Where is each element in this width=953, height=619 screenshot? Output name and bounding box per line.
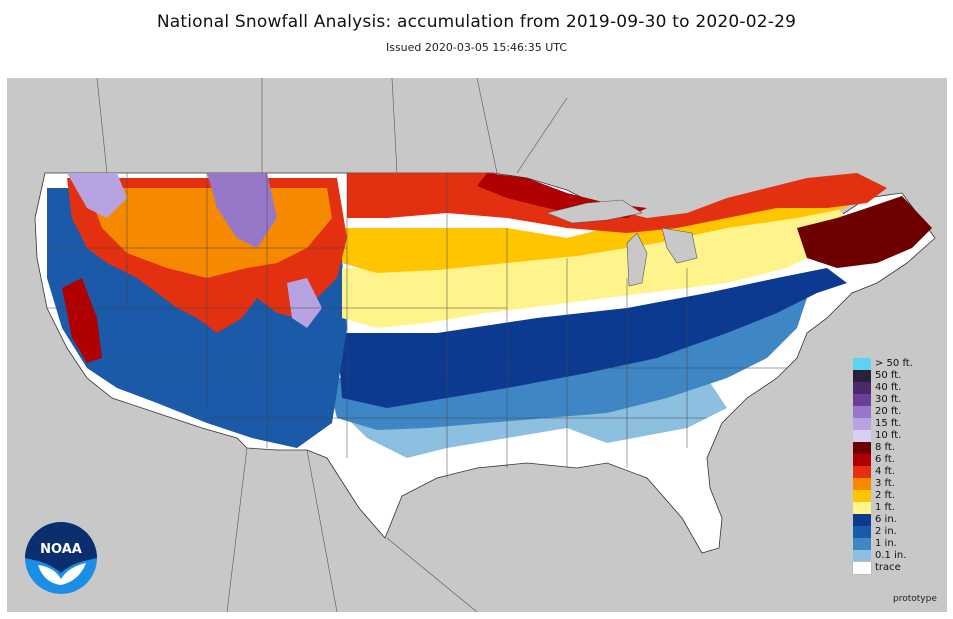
legend-swatch (853, 370, 871, 382)
legend-label: 2 ft. (875, 490, 895, 502)
legend-row: 6 in. (853, 514, 943, 526)
legend-label: 2 in. (875, 526, 897, 538)
prototype-note: prototype (893, 594, 937, 604)
legend-label: 20 ft. (875, 406, 901, 418)
legend-row: trace (853, 562, 943, 574)
legend-label: 1 in. (875, 538, 897, 550)
legend-row: 1 ft. (853, 502, 943, 514)
legend-label: 8 ft. (875, 442, 895, 454)
snowfall-legend: > 50 ft. 50 ft. 40 ft. 30 ft. 20 ft. 15 ft. 10… (853, 358, 943, 574)
legend-swatch (853, 382, 871, 394)
noaa-logo: NOAA (24, 521, 98, 595)
noaa-logo-text: NOAA (40, 542, 82, 557)
legend-swatch (853, 454, 871, 466)
legend-swatch (853, 478, 871, 490)
legend-label: > 50 ft. (875, 358, 913, 370)
legend-label: 50 ft. (875, 370, 901, 382)
legend-swatch (853, 526, 871, 538)
snowfall-map[interactable] (7, 78, 947, 612)
legend-label: 6 ft. (875, 454, 895, 466)
legend-row: 20 ft. (853, 406, 943, 418)
map-canvas (7, 78, 947, 612)
legend-row: 30 ft. (853, 394, 943, 406)
legend-label: 30 ft. (875, 394, 901, 406)
issued-timestamp: Issued 2020-03-05 15:46:35 UTC (0, 41, 953, 54)
legend-row: 40 ft. (853, 382, 943, 394)
legend-label: 3 ft. (875, 478, 895, 490)
legend-swatch (853, 358, 871, 370)
legend-swatch (853, 466, 871, 478)
legend-label: 40 ft. (875, 382, 901, 394)
legend-label: 1 ft. (875, 502, 895, 514)
legend-row: 15 ft. (853, 418, 943, 430)
legend-swatch (853, 502, 871, 514)
legend-label: trace (875, 562, 901, 574)
legend-swatch (853, 418, 871, 430)
legend-row: > 50 ft. (853, 358, 943, 370)
legend-swatch (853, 442, 871, 454)
legend-swatch (853, 394, 871, 406)
legend-row: 50 ft. (853, 370, 943, 382)
legend-swatch (853, 514, 871, 526)
legend-swatch (853, 538, 871, 550)
legend-row: 3 ft. (853, 478, 943, 490)
legend-label: 4 ft. (875, 466, 895, 478)
legend-row: 10 ft. (853, 430, 943, 442)
legend-row: 2 ft. (853, 490, 943, 502)
legend-row: 8 ft. (853, 442, 943, 454)
legend-row: 6 ft. (853, 454, 943, 466)
legend-label: 15 ft. (875, 418, 901, 430)
legend-row: 0.1 in. (853, 550, 943, 562)
legend-row: 1 in. (853, 538, 943, 550)
legend-row: 2 in. (853, 526, 943, 538)
map-title: National Snowfall Analysis: accumulation… (0, 12, 953, 32)
legend-row: 4 ft. (853, 466, 943, 478)
legend-swatch (853, 406, 871, 418)
legend-swatch (853, 490, 871, 502)
legend-label: 6 in. (875, 514, 897, 526)
legend-swatch (853, 550, 871, 562)
legend-swatch (853, 562, 871, 574)
legend-label: 0.1 in. (875, 550, 906, 562)
legend-swatch (853, 430, 871, 442)
legend-label: 10 ft. (875, 430, 901, 442)
